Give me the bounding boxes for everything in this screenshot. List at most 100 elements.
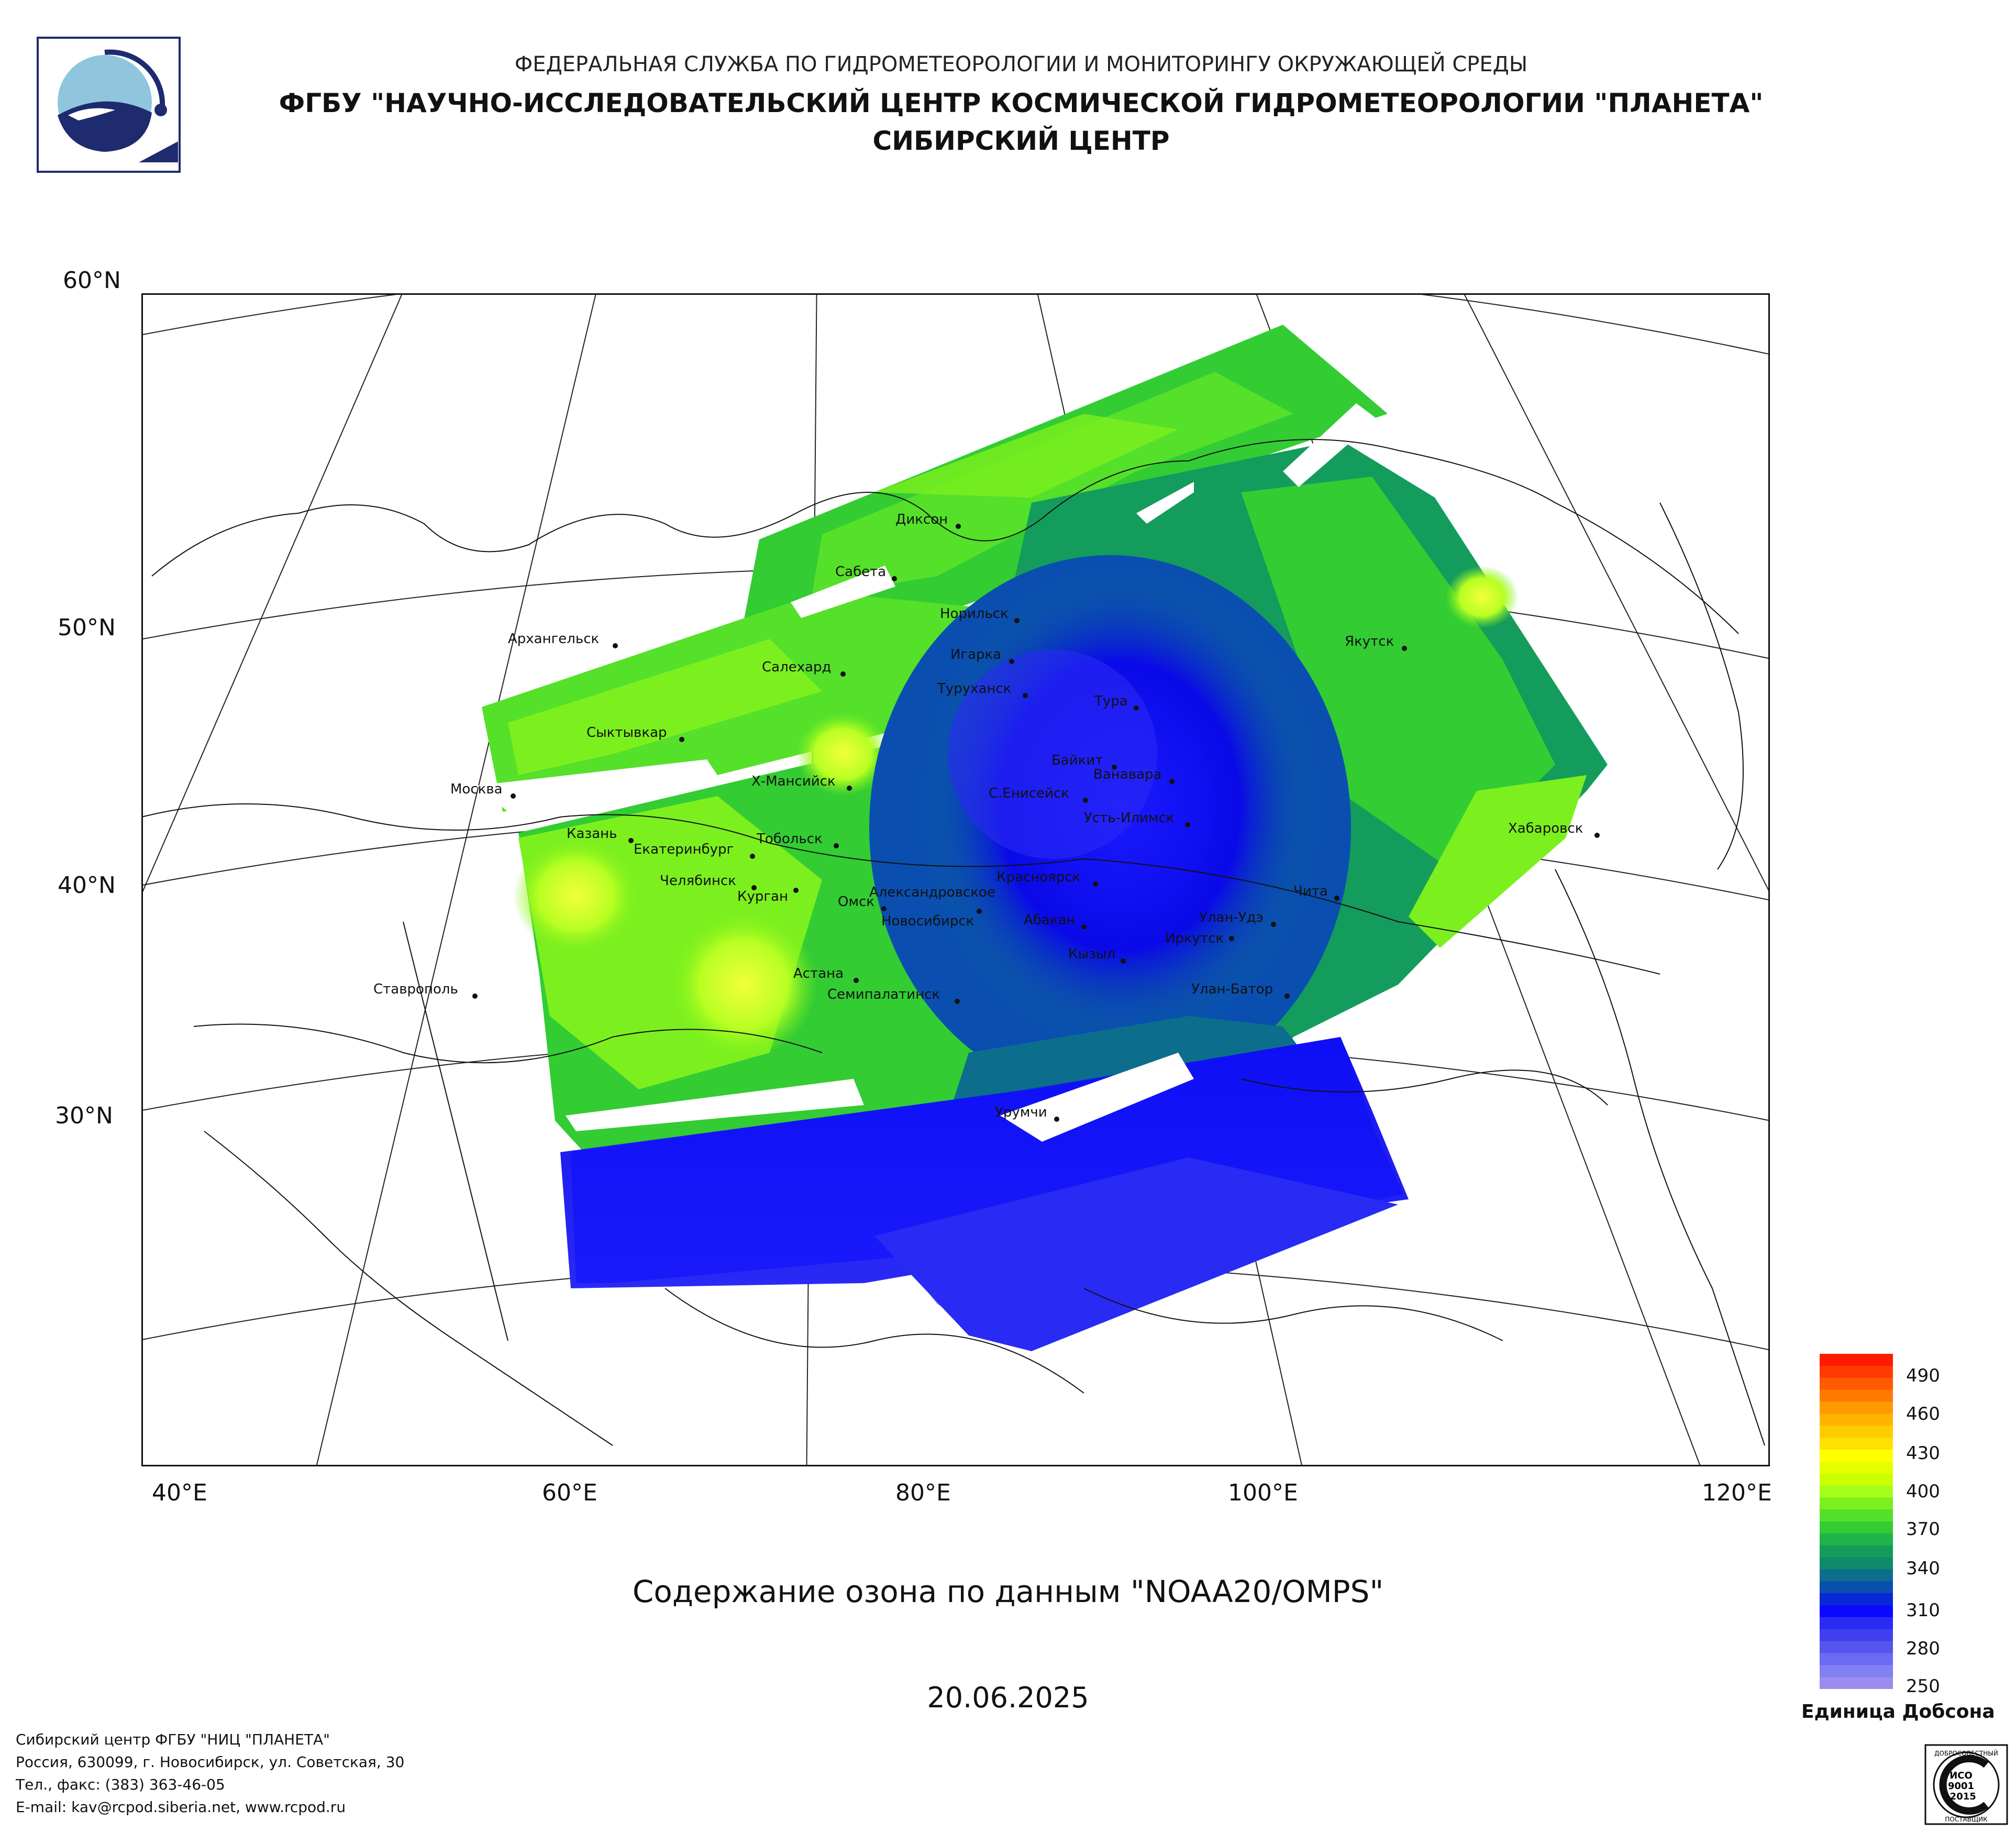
city-stavropol: Ставрополь: [373, 981, 458, 997]
city-omsk: Омск: [838, 894, 874, 910]
header-center: СИБИРСКИЙ ЦЕНТР: [872, 126, 1170, 156]
city-novosibirsk: Новосибирск: [881, 913, 974, 929]
iso-badge: ДОБРОСОВЕСТНЫЙ ИСО 9001 -2015 ПОСТАВЩИК: [1924, 1744, 2008, 1825]
city-ust-ilimsk: Усть-Илимск: [1084, 810, 1175, 826]
legend-swatch: [1820, 1665, 1893, 1677]
lat-label-40: 40°N: [58, 872, 116, 899]
city-turukhansk: Туруханск: [937, 681, 1011, 697]
city-aleksandrovskoe: Александровское: [869, 885, 995, 900]
city-kurgan: Курган: [737, 889, 788, 904]
svg-text:ИСО: ИСО: [1949, 1770, 1973, 1781]
svg-text:-2015: -2015: [1946, 1791, 1976, 1802]
legend-swatch: [1820, 1414, 1893, 1426]
legend-unit: Единица Добсона: [1801, 1701, 1995, 1722]
city-vanavara: Ванавара: [1093, 767, 1161, 782]
city-kazan: Казань: [567, 826, 617, 842]
footer-email: E-mail: kav@rcpod.siberia.net, www.rcpod…: [16, 1798, 346, 1816]
city-tura: Тура: [1094, 693, 1128, 709]
legend-tick-370: 370: [1906, 1519, 1940, 1540]
legend-tick-430: 430: [1906, 1443, 1940, 1464]
city-ekaterinburg: Екатеринбург: [634, 842, 734, 857]
legend-swatch: [1820, 1473, 1893, 1486]
city-astana: Астана: [793, 966, 844, 981]
lon-label-100: 100°E: [1228, 1479, 1298, 1506]
legend-swatch: [1820, 1581, 1893, 1594]
city-dikson: Диксон: [895, 512, 948, 527]
legend-swatch: [1820, 1629, 1893, 1642]
legend-tick-310: 310: [1906, 1600, 1940, 1621]
city-baikit: Байкит: [1051, 753, 1103, 768]
legend-swatch: [1820, 1653, 1893, 1665]
city-chita: Чита: [1293, 884, 1328, 899]
city-ulan-bator: Улан-Батор: [1191, 981, 1273, 997]
legend-tick-340: 340: [1906, 1558, 1940, 1579]
city-salekhard: Салехард: [762, 659, 832, 675]
city-krasnoyarsk: Красноярск: [996, 869, 1080, 885]
legend-swatch: [1820, 1545, 1893, 1558]
city-semipalatinsk: Семипалатинск: [827, 987, 940, 1002]
legend-swatch: [1820, 1461, 1893, 1474]
city-yakutsk: Якутск: [1345, 634, 1394, 649]
legend-swatch: [1820, 1593, 1893, 1606]
svg-text:ДОБРОСОВЕСТНЫЙ: ДОБРОСОВЕСТНЫЙ: [1934, 1749, 1998, 1757]
legend-swatch: [1820, 1641, 1893, 1653]
city-kyzyl: Кызыл: [1068, 946, 1115, 962]
legend-swatch: [1820, 1521, 1893, 1534]
legend-swatch: [1820, 1533, 1893, 1546]
ozone-map: Диксон Сабета Норильск Игарка Архангельс…: [141, 293, 1770, 1466]
city-urumchi: Урумчи: [995, 1105, 1047, 1120]
header-agency: ФЕДЕРАЛЬНАЯ СЛУЖБА ПО ГИДРОМЕТЕОРОЛОГИИ …: [514, 52, 1528, 76]
legend-tick-280: 280: [1906, 1638, 1940, 1659]
legend-swatch: [1820, 1377, 1893, 1390]
legend-swatch: [1820, 1677, 1893, 1689]
city-syktyvkar: Сыктывкар: [586, 725, 667, 741]
svg-text:9001: 9001: [1948, 1781, 1974, 1792]
lat-label-50: 50°N: [58, 614, 116, 641]
footer-address: Россия, 630099, г. Новосибирск, ул. Сове…: [16, 1753, 405, 1771]
city-igarka: Игарка: [950, 647, 1001, 662]
city-abakan: Абакан: [1024, 912, 1075, 928]
city-s-eniseysk: С.Енисейск: [989, 786, 1069, 801]
city-sabeta: Сабета: [835, 564, 886, 580]
legend-tick-400: 400: [1906, 1481, 1940, 1502]
header-institute: ФГБУ "НАУЧНО-ИССЛЕДОВАТЕЛЬСКИЙ ЦЕНТР КОС…: [279, 88, 1764, 118]
lon-label-60: 60°E: [542, 1479, 597, 1506]
legend-swatch: [1820, 1509, 1893, 1522]
legend-swatch: [1820, 1401, 1893, 1414]
footer-phone: Тел., факс: (383) 363-46-05: [16, 1776, 225, 1793]
legend-tick-250: 250: [1906, 1676, 1940, 1697]
legend-tick-460: 460: [1906, 1404, 1940, 1425]
legend-swatch: [1820, 1449, 1893, 1462]
lat-label-30: 30°N: [55, 1102, 113, 1129]
city-khabarovsk: Хабаровск: [1508, 821, 1583, 836]
legend-tick-490: 490: [1906, 1365, 1940, 1386]
legend-swatch: [1820, 1354, 1893, 1366]
lat-label-60: 60°N: [63, 267, 121, 294]
map-title: Содержание озона по данным "NOAA20/OMPS": [632, 1574, 1384, 1609]
lon-label-120: 120°E: [1702, 1479, 1772, 1506]
city-ulan-ude: Улан-Удэ: [1199, 910, 1264, 925]
legend-swatch: [1820, 1438, 1893, 1450]
city-khanty-mansiysk: Х-Мансийск: [751, 774, 836, 789]
legend-swatch: [1820, 1389, 1893, 1402]
svg-text:ПОСТАВЩИК: ПОСТАВЩИК: [1945, 1816, 1988, 1823]
legend-swatch: [1820, 1485, 1893, 1498]
legend-swatch: [1820, 1569, 1893, 1582]
ozone-legend-bar: [1820, 1354, 1893, 1689]
legend-swatch: [1820, 1617, 1893, 1630]
lon-label-40: 40°E: [152, 1479, 207, 1506]
city-chelyabinsk: Челябинск: [660, 873, 736, 889]
city-tobolsk: Тобольск: [756, 831, 823, 847]
legend-swatch: [1820, 1365, 1893, 1378]
legend-swatch: [1820, 1497, 1893, 1510]
city-arkhangelsk: Архангельск: [508, 631, 599, 647]
city-moskva: Москва: [450, 781, 503, 797]
planeta-logo: [37, 37, 181, 173]
legend-swatch: [1820, 1426, 1893, 1438]
legend-swatch: [1820, 1605, 1893, 1618]
city-irkutsk: Иркутск: [1165, 931, 1224, 946]
city-norilsk: Норильск: [940, 606, 1009, 622]
legend-swatch: [1820, 1557, 1893, 1570]
footer-org: Сибирский центр ФГБУ "НИЦ "ПЛАНЕТА": [16, 1731, 330, 1748]
map-date: 20.06.2025: [927, 1681, 1089, 1714]
